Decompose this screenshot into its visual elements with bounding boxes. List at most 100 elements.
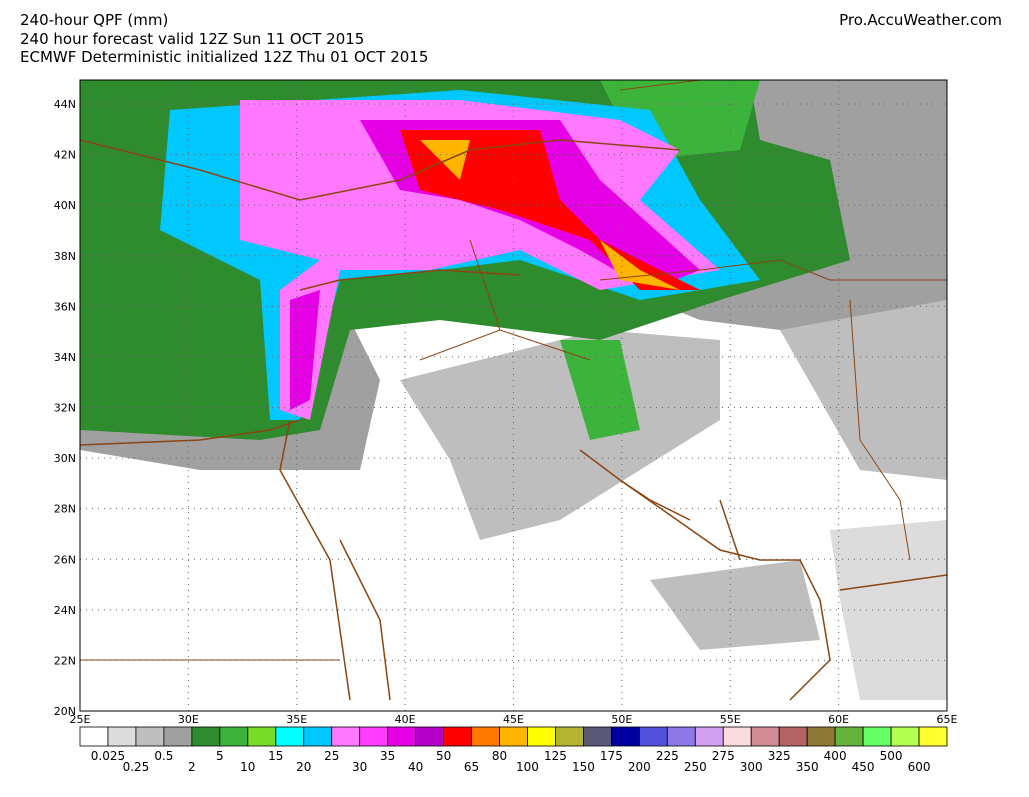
color-swatch: [834, 726, 864, 747]
legend-label: 35: [380, 749, 395, 763]
legend-label: 600: [908, 760, 931, 774]
colorbar: 0.0250.250.52510152025303540506580100125…: [79, 726, 948, 774]
precip-area: [400, 330, 720, 540]
precip-area: [560, 340, 640, 440]
lat-label: 30N: [54, 452, 76, 465]
lat-label: 36N: [54, 300, 76, 313]
color-swatch: [694, 726, 724, 747]
color-swatch: [275, 726, 305, 747]
legend-label: 300: [740, 760, 763, 774]
color-swatch: [638, 726, 668, 747]
lat-label: 38N: [54, 250, 76, 263]
legend-label: 2: [188, 760, 196, 774]
legend-label: 325: [768, 749, 791, 763]
color-swatch: [443, 726, 472, 747]
color-swatch: [359, 726, 389, 747]
title: 240-hour QPF (mm): [20, 11, 168, 29]
lat-label: 20N: [54, 705, 76, 718]
color-swatch: [918, 726, 948, 747]
lon-label: 45E: [503, 713, 524, 726]
legend-label: 175: [600, 749, 623, 763]
legend-label: 30: [352, 760, 367, 774]
legend-label: 500: [880, 749, 903, 763]
border: [80, 80, 947, 661]
lon-label: 25E: [70, 713, 91, 726]
lat-label: 26N: [54, 553, 76, 566]
subtitle: 240 hour forecast valid 12Z Sun 11 OCT 2…: [20, 30, 364, 48]
lon-label: 40E: [395, 713, 416, 726]
legend-label: 5: [216, 749, 224, 763]
map: 44N 42N 40N 38N 36N 34N 32N 30N 28N 26N 24N 22N 20N2…: [54, 79, 958, 726]
color-swatch: [806, 726, 836, 747]
precip-area: [650, 560, 820, 650]
legend-label: 0.5: [154, 749, 173, 763]
legend-label: 25: [324, 749, 339, 763]
legend-label: 200: [628, 760, 651, 774]
color-swatch: [471, 726, 500, 747]
lon-label: 65E: [937, 713, 958, 726]
legend-label: 65: [464, 760, 479, 774]
legend-label: 350: [796, 760, 819, 774]
subtitle: ECMWF Deterministic initialized 12Z Thu …: [20, 48, 428, 66]
color-swatch: [415, 726, 444, 747]
color-swatch: [79, 726, 109, 747]
color-swatch: [890, 726, 920, 747]
coastline: [80, 419, 301, 446]
lat-label: 28N: [54, 503, 76, 516]
legend-label: 0.025: [91, 749, 125, 763]
precip-area: [290, 290, 320, 410]
color-swatch: [750, 726, 780, 747]
legend-label: 100: [516, 760, 539, 774]
color-swatch: [303, 726, 333, 747]
legend-label: 225: [656, 749, 679, 763]
color-swatch: [583, 726, 612, 747]
lon-label: 60E: [828, 713, 849, 726]
legend-label: 125: [544, 749, 567, 763]
precip-area: [830, 520, 947, 700]
legend-label: 80: [492, 749, 507, 763]
color-swatch: [135, 726, 165, 747]
color-swatch: [387, 726, 417, 747]
precip-area: [780, 300, 947, 480]
color-swatch: [722, 726, 752, 747]
color-swatch: [862, 726, 892, 747]
color-swatch: [555, 726, 584, 747]
lon-label: 30E: [178, 713, 199, 726]
color-swatch: [107, 726, 137, 747]
precip-area: [400, 130, 700, 290]
lat-label: 44N: [54, 98, 76, 111]
color-swatch: [527, 726, 556, 747]
color-swatch: [219, 726, 249, 747]
legend-label: 400: [824, 749, 847, 763]
color-swatch: [499, 726, 528, 747]
legend-label: 40: [408, 760, 423, 774]
legend-label: 450: [852, 760, 875, 774]
map-frame: [79, 79, 948, 712]
lat-label: 32N: [54, 402, 76, 415]
color-swatch: [331, 726, 361, 747]
color-swatch: [163, 726, 193, 747]
color-swatch: [610, 726, 640, 747]
lat-label: 22N: [54, 654, 76, 667]
source: Pro.AccuWeather.com: [839, 11, 1002, 29]
lon-label: 55E: [720, 713, 741, 726]
color-swatch: [666, 726, 696, 747]
legend-label: 50: [436, 749, 451, 763]
legend-label: 250: [684, 760, 707, 774]
lat-label: 34N: [54, 351, 76, 364]
color-swatch: [778, 726, 808, 747]
legend-label: 275: [712, 749, 735, 763]
lat-label: 40N: [54, 199, 76, 212]
legend-label: 0.25: [123, 760, 150, 774]
legend-label: 10: [240, 760, 255, 774]
legend-label: 150: [572, 760, 595, 774]
color-swatch: [191, 726, 221, 747]
color-swatch: [247, 726, 277, 747]
legend-label: 15: [268, 749, 283, 763]
legend-label: 20: [296, 760, 311, 774]
lon-label: 35E: [286, 713, 307, 726]
lat-label: 24N: [54, 604, 76, 617]
precip-area: [420, 140, 680, 290]
lon-label: 50E: [611, 713, 632, 726]
